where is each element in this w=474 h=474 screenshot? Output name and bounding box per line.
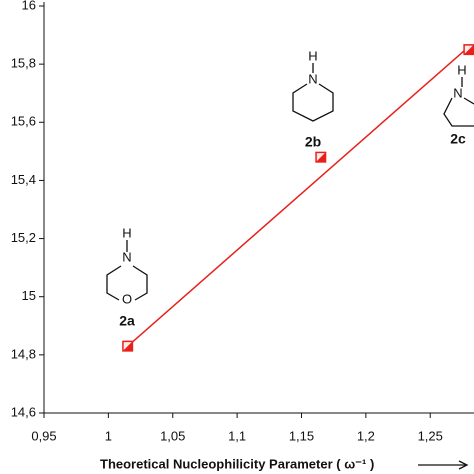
- x-axis-arrow: [458, 460, 469, 470]
- x-axis-label: Theoretical Nucleophilicity Parameter ( …: [100, 456, 374, 471]
- atom-label: H: [122, 225, 131, 240]
- point: [122, 340, 134, 352]
- x-tick-label: 1,25: [418, 428, 443, 443]
- bond: [463, 97, 474, 105]
- molecules: [106, 63, 474, 301]
- ring-2a: [132, 265, 148, 301]
- x-tick-label: 1,05: [160, 428, 185, 443]
- atom-label: N: [308, 71, 317, 86]
- trendline: [127, 46, 470, 347]
- y-tick-label: 16: [22, 0, 36, 12]
- y-tick-label: 15: [22, 288, 36, 303]
- compound-label: 2a: [119, 313, 135, 329]
- y-tick-label: 15,4: [11, 172, 36, 187]
- marker-highlight: [123, 342, 132, 351]
- ring-2a: [106, 265, 122, 301]
- x-tick-label: 1,2: [357, 428, 375, 443]
- y-tick-label: 14,8: [11, 346, 36, 361]
- point: [315, 151, 327, 163]
- marker-highlight: [316, 153, 325, 162]
- atom-label: N: [122, 249, 131, 264]
- ring-2c: [443, 97, 474, 127]
- x-tick-label: 1: [105, 428, 112, 443]
- atom-label: H: [457, 62, 466, 77]
- compound-label: 2b: [305, 134, 321, 150]
- y-tick-label: 15,8: [11, 56, 36, 71]
- x-tick-label: 0,95: [31, 428, 56, 443]
- point: [463, 44, 474, 56]
- marker-highlight: [464, 45, 473, 54]
- x-tick-label: 1,15: [289, 428, 314, 443]
- atom-label: H: [308, 48, 317, 63]
- compound-label: 2c: [450, 131, 466, 147]
- atom-label: O: [122, 291, 132, 306]
- y-tick-label: 15,6: [11, 114, 36, 129]
- y-tick-label: 14,6: [11, 404, 36, 419]
- ring-2b: [292, 83, 334, 122]
- y-tick-label: 15,2: [11, 230, 36, 245]
- atom-label: N: [453, 85, 462, 100]
- x-tick-label: 1,1: [228, 428, 246, 443]
